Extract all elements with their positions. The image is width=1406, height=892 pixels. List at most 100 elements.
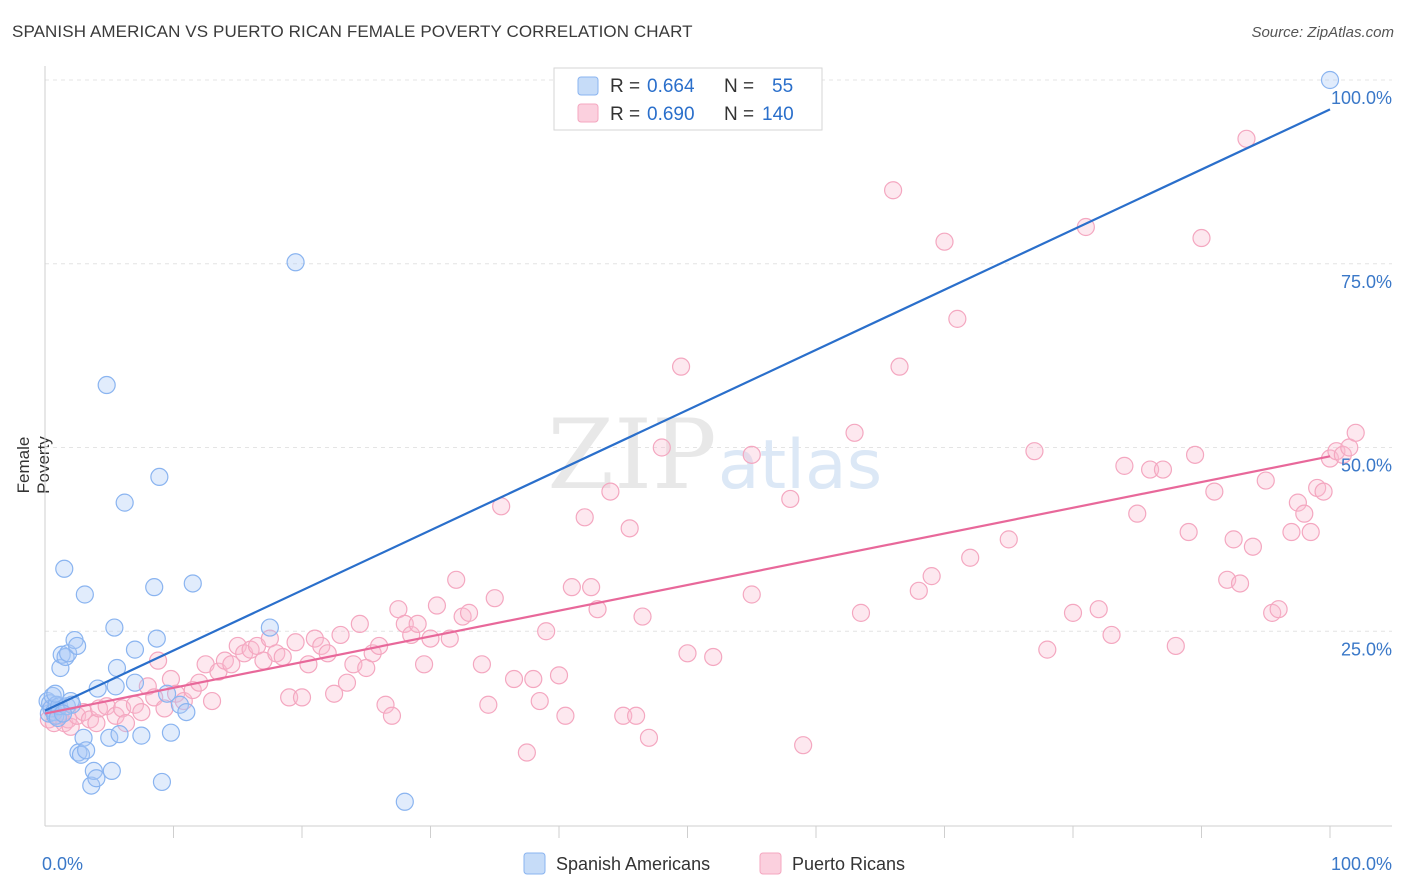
puerto-ricans-point (325, 684, 344, 703)
puerto-ricans-point (530, 691, 549, 711)
puerto-ricans-point (1346, 423, 1365, 442)
spanish-americans-point (84, 761, 103, 781)
puerto-ricans-point (549, 666, 569, 685)
puerto-ricans-point (999, 530, 1018, 549)
watermark-atlas: atlas (718, 426, 882, 505)
chart-title: SPANISH AMERICAN VS PUERTO RICAN FEMALE … (12, 22, 693, 41)
puerto-ricans-point (922, 567, 941, 586)
spanish-americans-point (177, 702, 196, 722)
legend-n-label-2: N = (724, 104, 754, 125)
puerto-ricans-point (408, 614, 427, 634)
x-tick-label: 100.0% (1331, 854, 1392, 874)
puerto-ricans-point (382, 706, 402, 725)
puerto-ricans-point (273, 647, 292, 667)
legend-frame (553, 67, 823, 131)
puerto-ricans-point (1192, 228, 1211, 248)
spanish-americans-point (145, 578, 164, 597)
spanish-americans-point (170, 695, 190, 714)
spanish-americans-trend-line (44, 108, 1331, 712)
puerto-ricans-point (883, 181, 903, 200)
puerto-ricans-point (1115, 456, 1134, 475)
puerto-ricans-point (1269, 600, 1288, 619)
watermark-zip: ZIP (547, 399, 716, 511)
puerto-ricans-point (280, 688, 299, 707)
puerto-ricans-point (742, 585, 761, 604)
puerto-ricans-point (299, 655, 318, 674)
puerto-ricans-point (575, 508, 594, 527)
puerto-ricans-point (1089, 600, 1108, 619)
puerto-ricans-point (588, 600, 607, 619)
puerto-ricans-point (155, 699, 174, 718)
puerto-ricans-point (472, 655, 491, 674)
puerto-ricans-point (222, 655, 241, 674)
source-label: Source: ZipAtlas.com (1251, 24, 1394, 41)
puerto-ricans-point (671, 357, 691, 376)
puerto-ricans-point (582, 578, 601, 597)
spanish-americans-point (161, 723, 181, 742)
puerto-ricans-point (106, 706, 125, 725)
puerto-ricans-point (742, 445, 761, 464)
legend-n-value-1: 55 (772, 76, 793, 97)
puerto-ricans-point (935, 232, 954, 251)
puerto-ricans-point (614, 706, 633, 725)
puerto-ricans-point (479, 695, 498, 714)
puerto-ricans-point (1038, 640, 1057, 659)
legend-swatch-spanish-americans (577, 76, 599, 96)
spanish-americans-point (68, 636, 87, 656)
puerto-ricans-point (1063, 603, 1083, 622)
puerto-ricans-point (556, 706, 575, 725)
spanish-americans-point (147, 629, 166, 648)
puerto-ricans-point (639, 728, 659, 747)
puerto-ricans-point (601, 482, 620, 501)
spanish-americans-point (43, 686, 62, 706)
legend-r-value-1: 0.664 (647, 76, 695, 97)
spanish-americans-point (87, 769, 106, 788)
spanish-americans-point (102, 761, 121, 781)
spanish-americans-point (152, 772, 172, 792)
puerto-ricans-point (909, 581, 928, 600)
spanish-americans-point (125, 640, 145, 659)
puerto-ricans-point (626, 706, 646, 725)
puerto-ricans-point (395, 614, 414, 634)
legend-swatch-puerto-ricans (577, 103, 599, 123)
puerto-ricans-point (414, 655, 434, 674)
spanish-americans-point (51, 658, 70, 678)
puerto-ricans-point (331, 625, 350, 645)
puerto-ricans-point (517, 743, 536, 762)
puerto-ricans-point (1153, 460, 1173, 479)
legend-n-label-1: N = (724, 76, 754, 97)
puerto-ricans-point (781, 489, 800, 509)
puerto-ricans-point (704, 647, 723, 667)
puerto-ricans-point (1128, 504, 1147, 523)
x-tick-label: 0.0% (42, 854, 83, 874)
puerto-ricans-point (1295, 504, 1314, 523)
puerto-ricans-point (562, 578, 581, 597)
spanish-americans-point (75, 585, 94, 604)
puerto-ricans-point (1256, 471, 1275, 490)
y-tick-label: 25.0% (1341, 639, 1392, 659)
puerto-ricans-point (1140, 460, 1160, 479)
puerto-ricans-point (292, 688, 312, 707)
puerto-ricans-point (504, 669, 524, 689)
spanish-americans-point (150, 467, 169, 486)
spanish-americans-point (46, 684, 65, 703)
puerto-ricans-point (459, 603, 479, 622)
spanish-americans-point (97, 375, 116, 395)
spanish-americans-point (110, 725, 129, 744)
series-legend: Spanish Americans Puerto Ricans (523, 852, 905, 875)
spanish-americans-point (77, 741, 96, 760)
puerto-ricans-point (1166, 636, 1185, 656)
puerto-ricans-point (678, 644, 697, 663)
spanish-americans-point (183, 574, 202, 593)
puerto-ricans-point (1224, 530, 1243, 549)
puerto-ricans-point (948, 309, 967, 328)
spanish-americans-point (395, 792, 414, 811)
puerto-ricans-point (524, 669, 543, 689)
watermark: ZIP atlas (547, 399, 882, 511)
puerto-ricans-trend-line (44, 455, 1331, 715)
puerto-ricans-point (851, 603, 871, 622)
trend-lines (44, 108, 1331, 715)
spanish-americans-point (100, 728, 119, 747)
spanish-americans-point (1320, 70, 1340, 90)
